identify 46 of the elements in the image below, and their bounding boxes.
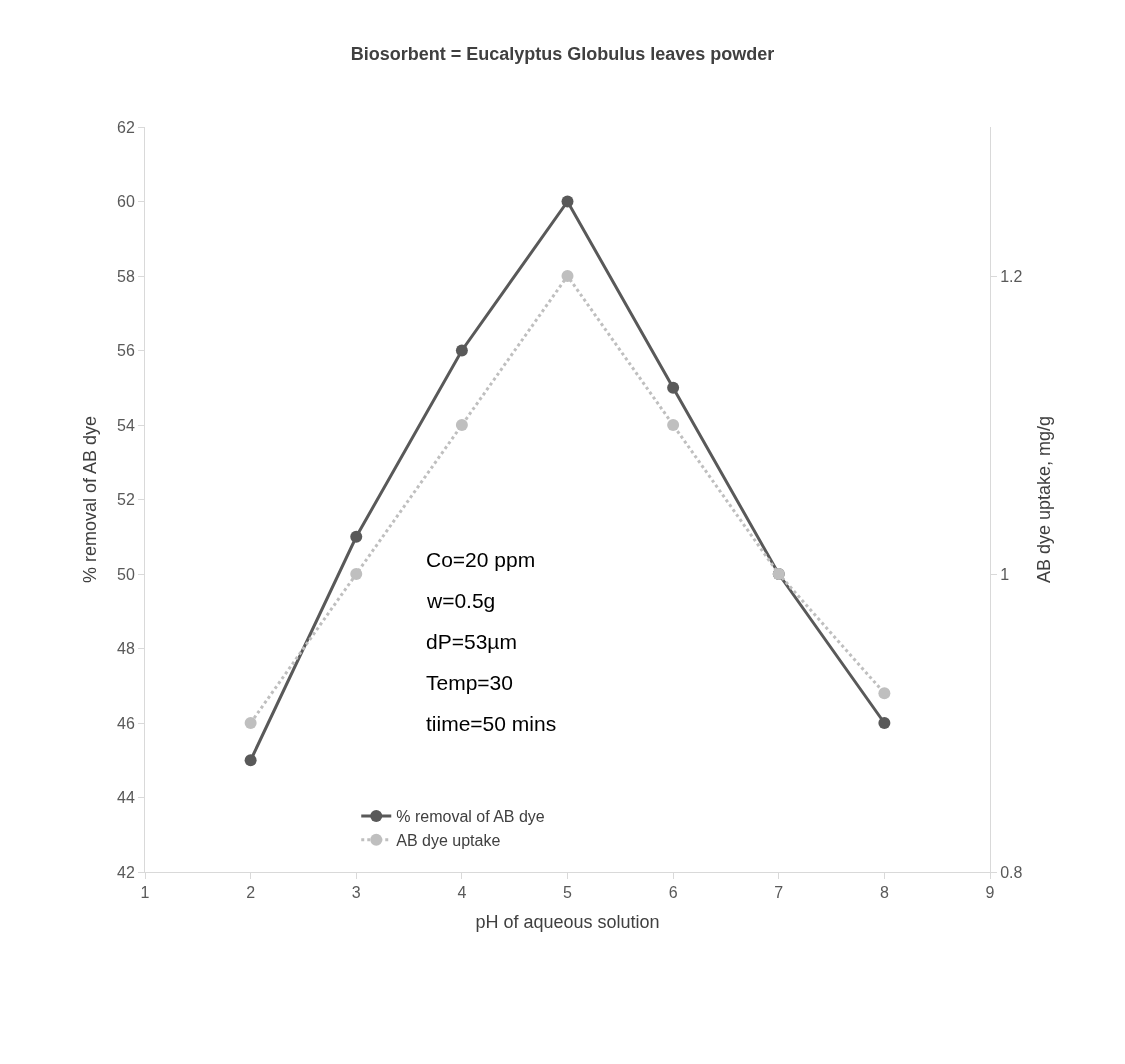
y-tick-label: 44	[117, 789, 135, 807]
annotation: w=0.5g	[426, 589, 496, 612]
x-tick-label: 7	[774, 884, 784, 902]
point	[667, 381, 680, 394]
y-tick-label: 62	[117, 118, 135, 136]
x-tick-label: 6	[668, 884, 678, 902]
y-tick-label: 42	[117, 863, 135, 881]
y2-tick-label: 0.8	[1000, 863, 1023, 881]
y-tick-label: 46	[117, 714, 135, 732]
point	[244, 717, 257, 729]
y-tick-label: 52	[117, 491, 135, 509]
y2-axis-title: AB dye uptake, mg/g	[1033, 415, 1054, 584]
point	[667, 419, 680, 431]
legend-label: AB dye uptake	[396, 832, 501, 850]
point	[561, 270, 574, 282]
point	[878, 717, 891, 729]
x-tick-label: 2	[246, 884, 256, 902]
y-tick-label: 48	[117, 640, 135, 658]
x-tick-label: 4	[457, 884, 467, 902]
annotation: dP=53µm	[426, 630, 517, 653]
y-tick-label: 56	[117, 342, 135, 360]
x-tick-label: 1	[140, 884, 150, 902]
point	[350, 530, 363, 543]
chart-title: Biosorbent = Eucalyptus Globulus leaves powder	[350, 44, 775, 65]
y-tick-label: 60	[117, 193, 135, 211]
y-tick-label: 58	[117, 267, 135, 285]
point	[244, 754, 257, 767]
annotation: Co=20 ppm	[426, 548, 536, 571]
annotation: tiime=50 mins	[426, 712, 557, 735]
legend-label: % removal of AB dye	[396, 808, 545, 826]
x-tick-label: 3	[351, 884, 361, 902]
point	[455, 419, 468, 431]
point	[561, 195, 574, 208]
y2-tick-label: 1.2	[1000, 267, 1023, 285]
annotation: Temp=30	[426, 671, 513, 694]
point	[350, 568, 363, 580]
x-tick-label: 9	[985, 884, 995, 902]
point	[878, 687, 891, 700]
x-axis-title: pH of aqueous solution	[475, 912, 660, 933]
y2-tick-label: 1	[1000, 565, 1010, 583]
point	[455, 344, 468, 357]
y-tick-label: 50	[117, 565, 135, 583]
y-axis-title: % removal of AB dye	[80, 415, 101, 584]
x-tick-label: 8	[879, 884, 889, 902]
y-tick-label: 54	[117, 416, 135, 434]
x-tick-label: 5	[563, 884, 573, 902]
